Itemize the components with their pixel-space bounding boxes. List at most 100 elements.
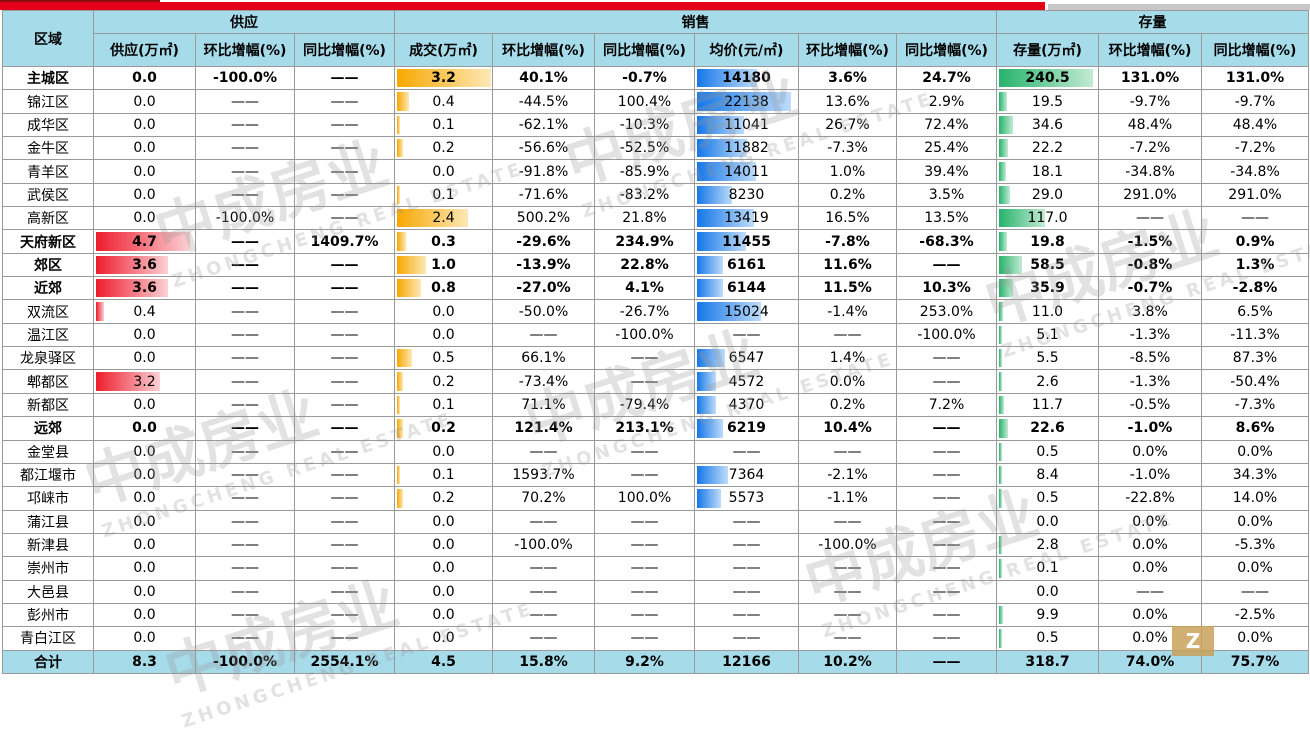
table-cell: 6219 (694, 416, 799, 441)
cell-value: 0.0 (133, 630, 156, 647)
cell-value: 0.0 (432, 583, 455, 600)
table-cell: —— (798, 509, 897, 534)
data-bar (999, 92, 1007, 111)
cell-value: 0.0 (133, 490, 156, 507)
cell-value: 48.4% (1127, 116, 1173, 133)
table-cell: 4572 (694, 369, 799, 394)
data-bar (697, 302, 761, 321)
table-cell: 6144 (694, 276, 799, 301)
cell-value: 7364 (728, 467, 765, 484)
table-cell: 131.0% (1098, 65, 1202, 91)
cell-value: 34.6 (1031, 116, 1064, 133)
data-bar (697, 209, 754, 228)
data-bar (397, 115, 400, 135)
table-cell: —— (896, 416, 997, 441)
cell-value: -0.5% (1129, 396, 1171, 413)
table-cell: -2.8% (1201, 276, 1309, 301)
data-bar (397, 139, 403, 158)
total-cell: 74.0% (1098, 649, 1202, 674)
data-bar (397, 232, 406, 251)
cell-value: 6144 (727, 280, 766, 297)
cell-value: —— (732, 630, 761, 647)
table-cell: -71.6% (492, 182, 595, 208)
table-cell: —— (195, 136, 295, 161)
table-cell: —— (195, 252, 295, 278)
table-cell: 3.6 (93, 252, 196, 278)
table-cell: —— (896, 579, 997, 604)
table-cell: —— (694, 532, 799, 558)
table-cell: 87.3% (1201, 346, 1309, 371)
table-cell: 48.4% (1201, 112, 1309, 138)
table-cell: —— (492, 439, 595, 464)
cell-value: 131.0% (1225, 70, 1285, 87)
cell-value: -71.6% (518, 186, 569, 203)
table-cell: 5.5 (996, 346, 1099, 371)
cell-value: 0.8 (431, 280, 456, 297)
cell-value: —— (833, 630, 862, 647)
cell-value: 3.2 (133, 373, 156, 390)
table-cell: —— (594, 602, 695, 628)
table-cell: —— (195, 89, 295, 114)
table-cell: 0.0 (93, 486, 196, 511)
table-cell: 234.9% (594, 229, 695, 254)
table-cell: 8.6% (1201, 416, 1309, 441)
table-cell: 0.0 (394, 322, 493, 348)
region-name: 双流区 (2, 299, 94, 324)
table-row: 邛崃市 0.0 —— —— 0.2 70.2% 100.0% 5573 -1.1% —— 0.5 -2… (2, 486, 1309, 511)
table-cell: 22.8% (594, 252, 695, 278)
table-cell: —— (694, 322, 799, 348)
top-banner (0, 0, 1310, 10)
table-cell: —— (294, 299, 395, 324)
cell-value: 4.1% (625, 280, 664, 297)
table-cell: -1.1% (798, 486, 897, 511)
cell-value: 1.0 (431, 256, 456, 273)
cell-value: -1.3% (1129, 326, 1171, 343)
table-cell: 0.0 (93, 392, 196, 418)
table-cell: —— (1201, 206, 1309, 231)
table-cell: 1.3% (1201, 252, 1309, 278)
data-bar (397, 92, 409, 111)
table-cell: 11041 (694, 112, 799, 138)
table-cell: -13.9% (492, 252, 595, 278)
cell-value: —— (231, 630, 259, 647)
cell-value: 66.1% (521, 350, 566, 367)
cell-value: 0.0% (1237, 630, 1273, 647)
cell-value: —— (732, 443, 761, 460)
cell-value: -5.3% (1234, 537, 1276, 554)
region-name: 青白江区 (2, 626, 94, 651)
column-header: 同比增幅(%) (294, 33, 395, 67)
table-cell: -10.3% (594, 112, 695, 138)
table-cell: 13.5% (896, 206, 997, 231)
table-cell: —— (294, 136, 395, 161)
table-cell: —— (896, 252, 997, 278)
region-name: 成华区 (2, 112, 94, 138)
data-bar (999, 209, 1045, 228)
cell-value: —— (330, 490, 359, 507)
table-cell: 66.1% (492, 346, 595, 371)
cell-value: —— (330, 163, 359, 180)
table-cell: 0.0% (1098, 556, 1202, 581)
table-cell: —— (896, 439, 997, 464)
table-cell: -1.4% (798, 299, 897, 324)
table-cell: —— (294, 276, 395, 301)
data-bar (397, 185, 400, 205)
table-cell: 70.2% (492, 486, 595, 511)
cell-value: —— (630, 583, 659, 600)
table-cell: 2.4 (394, 206, 493, 231)
cell-value: -0.7% (622, 70, 667, 87)
cell-value: -44.5% (518, 93, 569, 110)
cell-value: 11.5% (823, 280, 872, 297)
table-cell: 0.1 (394, 462, 493, 488)
cell-value: —— (932, 490, 961, 507)
cell-value: 0.0% (1237, 560, 1273, 577)
total-cell: 12166 (694, 649, 799, 674)
table-cell: 0.0 (93, 462, 196, 488)
cell-value: 0.0% (1132, 560, 1168, 577)
cell-value: 0.2% (829, 396, 866, 413)
data-bar (999, 419, 1008, 438)
table-cell: -9.7% (1098, 89, 1202, 114)
cell-value: 1.4% (829, 350, 866, 367)
cell-value: —— (330, 467, 359, 484)
table-cell: 0.0 (394, 159, 493, 184)
table-cell: -1.0% (1098, 462, 1202, 488)
